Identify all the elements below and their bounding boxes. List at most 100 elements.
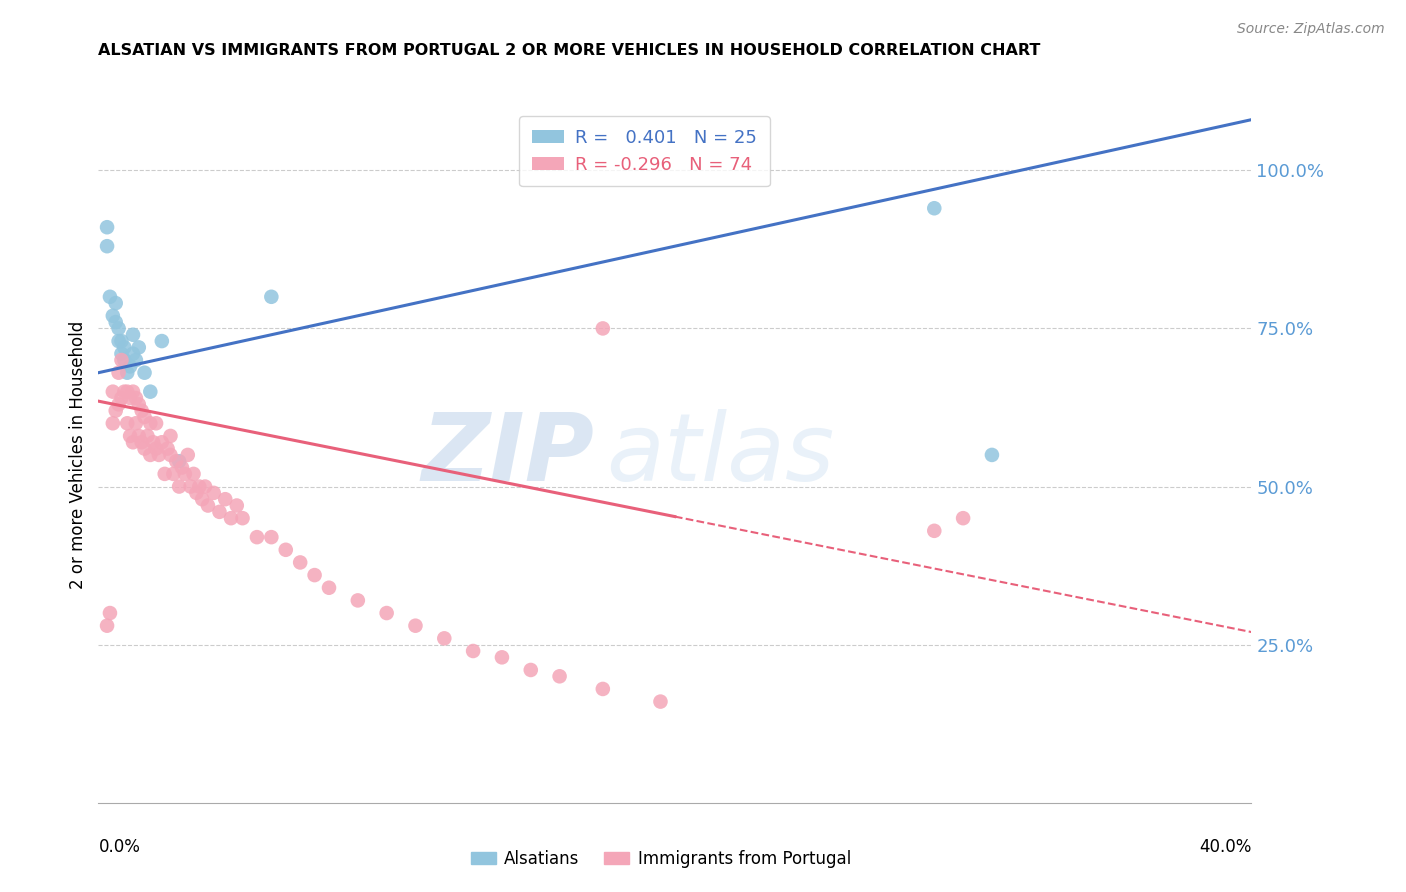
Point [188, 479, 211, 493]
Point [96, 239, 118, 253]
Point [125, 417, 148, 431]
Point [148, 448, 170, 462]
Point [197, 499, 219, 513]
Point [162, 467, 184, 481]
Point [167, 479, 190, 493]
Point [139, 384, 162, 399]
Point [139, 448, 162, 462]
Point [110, 334, 132, 348]
Point [304, 568, 326, 582]
Point [117, 366, 139, 380]
Point [125, 353, 148, 368]
Point [128, 340, 150, 354]
Point [96, 618, 118, 632]
Point [96, 220, 118, 235]
Y-axis label: 2 or more Vehicles in Household: 2 or more Vehicles in Household [69, 321, 87, 589]
Point [134, 409, 156, 424]
Point [142, 435, 165, 450]
Point [274, 542, 297, 557]
Point [104, 315, 127, 329]
Point [134, 442, 156, 456]
Point [120, 359, 142, 374]
Point [122, 347, 145, 361]
Point [214, 492, 236, 507]
Point [112, 340, 135, 354]
Point [145, 442, 167, 456]
Point [122, 384, 145, 399]
Legend: Alsatians, Immigrants from Portugal: Alsatians, Immigrants from Portugal [464, 844, 858, 875]
Point [548, 669, 571, 683]
Point [120, 391, 142, 405]
Point [107, 321, 129, 335]
Point [170, 460, 193, 475]
Point [219, 511, 242, 525]
Point [260, 530, 283, 544]
Point [952, 511, 974, 525]
Point [167, 454, 190, 468]
Point [120, 429, 142, 443]
Point [101, 417, 124, 431]
Point [318, 581, 340, 595]
Point [461, 644, 484, 658]
Point [177, 448, 200, 462]
Point [150, 334, 173, 348]
Point [153, 467, 176, 481]
Point [191, 492, 214, 507]
Point [125, 391, 148, 405]
Point [433, 632, 456, 646]
Point [131, 403, 153, 417]
Point [405, 618, 427, 632]
Point [922, 201, 945, 215]
Point [159, 429, 181, 443]
Point [208, 505, 231, 519]
Text: ALSATIAN VS IMMIGRANTS FROM PORTUGAL 2 OR MORE VEHICLES IN HOUSEHOLD CORRELATION: ALSATIAN VS IMMIGRANTS FROM PORTUGAL 2 O… [98, 43, 1040, 58]
Point [134, 366, 156, 380]
Point [592, 681, 614, 696]
Point [104, 296, 127, 310]
Point [107, 366, 129, 380]
Point [139, 417, 162, 431]
Point [592, 321, 614, 335]
Point [104, 403, 127, 417]
Legend: R =   0.401   N = 25, R = -0.296   N = 74: R = 0.401 N = 25, R = -0.296 N = 74 [519, 116, 769, 186]
Point [122, 327, 145, 342]
Point [110, 347, 132, 361]
Point [122, 435, 145, 450]
Text: 40.0%: 40.0% [1199, 838, 1251, 855]
Point [110, 353, 132, 368]
Point [131, 435, 153, 450]
Point [150, 435, 173, 450]
Point [112, 384, 135, 399]
Point [98, 290, 121, 304]
Point [231, 511, 254, 525]
Text: Source: ZipAtlas.com: Source: ZipAtlas.com [1237, 22, 1385, 37]
Point [186, 486, 208, 500]
Text: 0.0%: 0.0% [98, 838, 141, 855]
Point [117, 417, 139, 431]
Point [981, 448, 1004, 462]
Point [107, 334, 129, 348]
Point [375, 606, 398, 620]
Point [112, 353, 135, 368]
Point [101, 309, 124, 323]
Text: atlas: atlas [606, 409, 834, 500]
Point [180, 479, 202, 493]
Point [246, 530, 269, 544]
Point [117, 384, 139, 399]
Point [165, 454, 187, 468]
Point [520, 663, 543, 677]
Point [650, 695, 672, 709]
Point [290, 556, 312, 570]
Point [136, 429, 159, 443]
Point [174, 467, 197, 481]
Point [145, 417, 167, 431]
Point [922, 524, 945, 538]
Point [156, 442, 179, 456]
Point [128, 429, 150, 443]
Point [194, 479, 217, 493]
Point [98, 606, 121, 620]
Point [183, 467, 205, 481]
Text: ZIP: ZIP [422, 409, 595, 501]
Point [202, 486, 225, 500]
Point [346, 593, 368, 607]
